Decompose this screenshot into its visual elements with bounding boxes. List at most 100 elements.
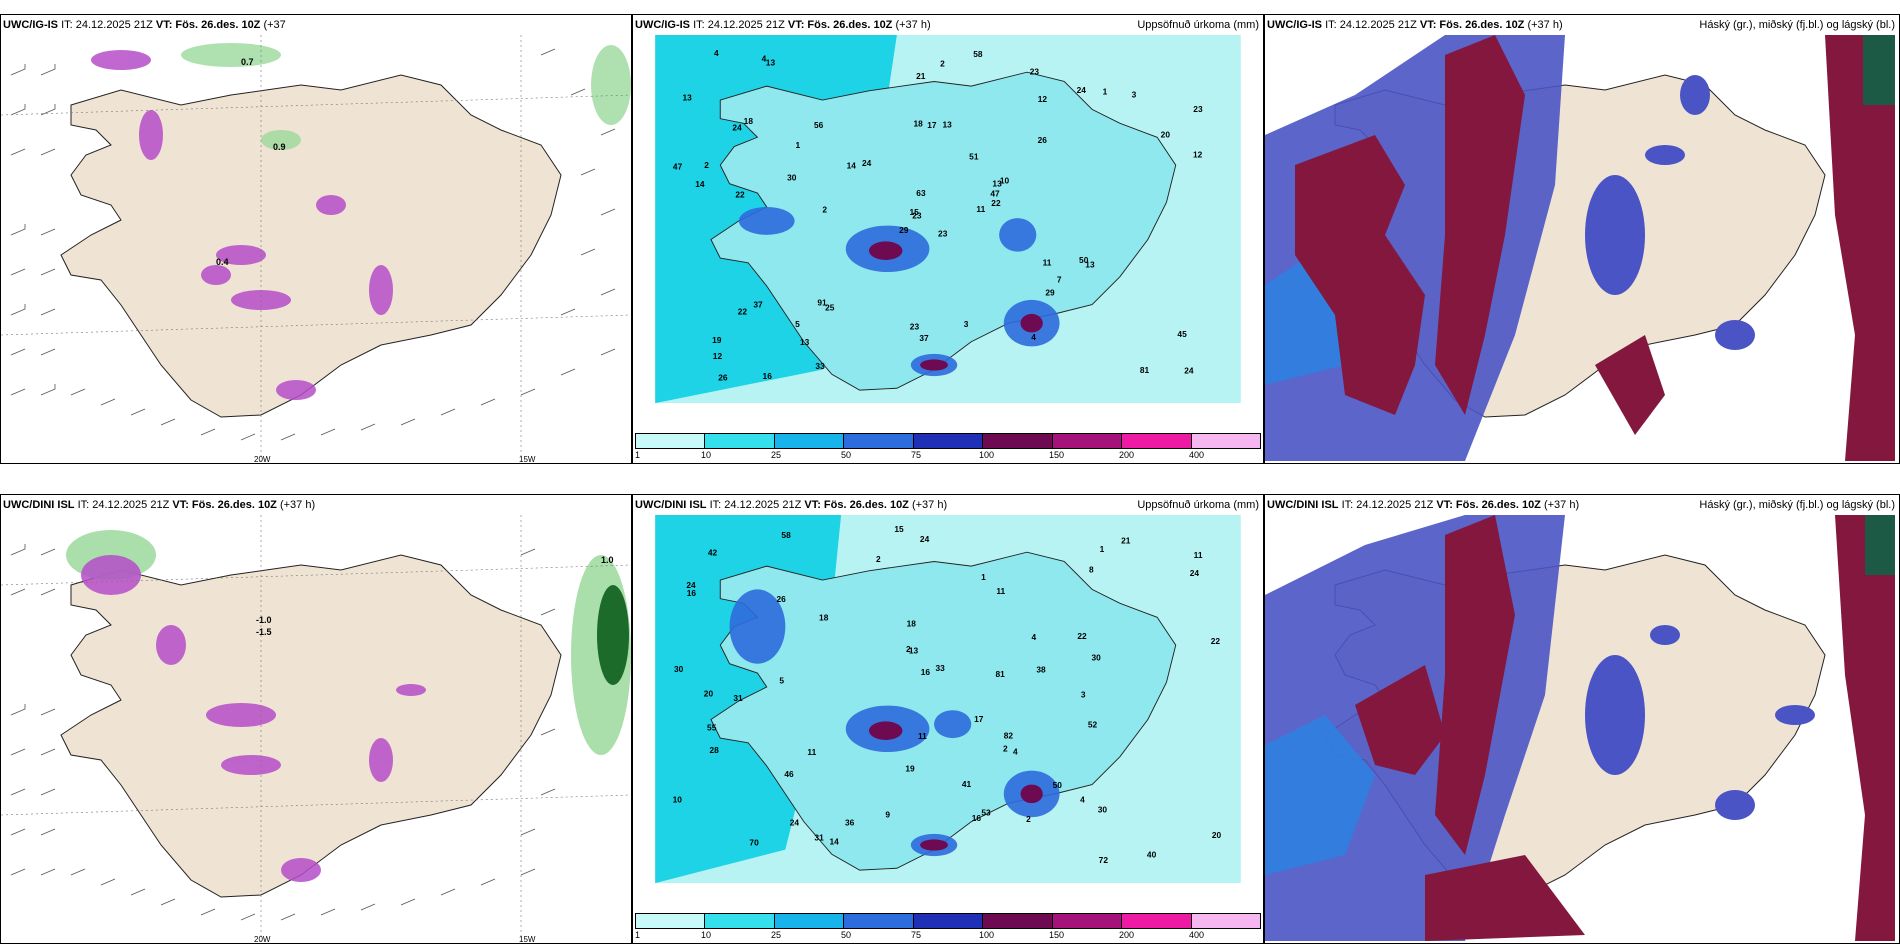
panel-header: UWC/DINI ISL IT: 24.12.2025 21Z VT: Fös.… xyxy=(1,495,631,515)
dark-green-corner xyxy=(1863,35,1895,105)
lead-time: (+37 h) xyxy=(279,499,316,511)
precip-legend: 1 10 25 50 75 100 150 200 400 xyxy=(635,913,1261,941)
precip-value: 81 xyxy=(1140,365,1150,375)
map-panel-wind-row2: UWC/DINI ISL IT: 24.12.2025 21Z VT: Fös.… xyxy=(0,494,632,944)
precip-value: 42 xyxy=(708,547,718,557)
precip-value: 28 xyxy=(709,745,719,755)
high-cloud xyxy=(1435,35,1525,415)
dark-green-corner xyxy=(1865,515,1895,575)
precip-value: 17 xyxy=(974,714,984,724)
precip-value: 40 xyxy=(1147,850,1157,860)
precip-value: 23 xyxy=(1193,104,1203,114)
precip-value: 12 xyxy=(1038,94,1048,104)
precip-value: 4 xyxy=(1080,795,1085,805)
precip-value: 22 xyxy=(738,306,748,316)
precip-value: 11 xyxy=(976,204,985,214)
legend-label: 75 xyxy=(911,930,922,940)
precip-value: 13 xyxy=(800,337,810,347)
precip-value: 31 xyxy=(733,693,743,703)
precip-value: 24 xyxy=(1190,568,1200,578)
precip-value: 2 xyxy=(822,204,827,214)
precip-value: 15 xyxy=(910,207,920,217)
precip-value: 2 xyxy=(1003,744,1008,754)
precip-value: 24 xyxy=(862,158,872,168)
lead-time: (+37 h) xyxy=(1543,499,1580,511)
map-panel-precip-row1: UWC/IG-IS IT: 24.12.2025 21Z VT: Fös. 26… xyxy=(632,14,1264,464)
precip-value: 37 xyxy=(753,300,763,310)
precip-value: 24 xyxy=(790,817,800,827)
legend-swatch xyxy=(844,434,914,448)
valid-time-label: VT: xyxy=(787,19,805,31)
precip-value: 10 xyxy=(673,795,683,805)
map-panel-clouds-row2: UWC/DINI ISL IT: 24.12.2025 21Z VT: Fös.… xyxy=(1264,494,1900,944)
cloud-cover-map xyxy=(1265,35,1895,461)
panel-header: UWC/IG-IS IT: 24.12.2025 21Z VT: Fös. 26… xyxy=(633,15,1263,35)
valid-time-label: VT: xyxy=(172,499,189,511)
precip-value: 19 xyxy=(905,764,915,774)
map-panel-clouds-row1: UWC/IG-IS IT: 24.12.2025 21Z VT: Fös. 26… xyxy=(1264,14,1900,464)
init-time: IT: 24.12.2025 21Z xyxy=(77,499,170,511)
precip-value: 23 xyxy=(912,210,922,220)
value-label: 1.0 xyxy=(601,555,614,565)
lon-label-15w: 15W xyxy=(519,935,536,944)
panel-header: UWC/DINI ISL IT: 24.12.2025 21Z VT: Fös.… xyxy=(633,495,1263,515)
legend-swatch xyxy=(983,434,1053,448)
lead-time: (+37 xyxy=(263,19,286,31)
legend-swatch xyxy=(1122,914,1192,928)
precip-value: 30 xyxy=(674,664,684,674)
precip-value: 16 xyxy=(687,588,697,598)
precip-value: 20 xyxy=(1161,129,1171,139)
precip-value: 51 xyxy=(969,151,979,161)
precip-value: 7 xyxy=(1057,274,1062,284)
precip-value: 1 xyxy=(981,572,986,582)
precip-value: 13 xyxy=(943,120,953,130)
precip-value: 36 xyxy=(845,818,855,828)
precip-value: 33 xyxy=(815,361,825,371)
low-cloud xyxy=(1265,715,1375,875)
precip-value: 1 xyxy=(1103,87,1108,97)
legend-label: 100 xyxy=(979,450,995,460)
legend-label: 100 xyxy=(979,930,995,940)
legend-label: 75 xyxy=(911,450,922,460)
model-name: UWC/IG-IS xyxy=(635,19,690,31)
lead-time: (+37 h) xyxy=(1527,19,1563,31)
legend-label: 200 xyxy=(1119,930,1135,940)
legend-swatch xyxy=(1191,914,1260,928)
init-time: IT: 24.12.2025 21Z xyxy=(1325,19,1417,31)
precip-value: 50 xyxy=(1053,780,1063,790)
panel-title: Uppsöfnuð úrkoma (mm) xyxy=(1137,499,1259,511)
legend-swatch xyxy=(844,914,914,928)
precip-value: 91 xyxy=(817,298,827,308)
graticule xyxy=(1,35,631,461)
panel-header: UWC/IG-IS IT: 24.12.2025 21Z VT: Fös. 26… xyxy=(1265,15,1899,35)
precip-numbers: 2324231913252313121113242223292616185137… xyxy=(673,48,1203,382)
precip-value: 37 xyxy=(919,333,929,343)
lon-label-20w: 20W xyxy=(254,935,271,944)
precip-value: 82 xyxy=(1004,731,1014,741)
precip-value: 47 xyxy=(673,161,683,171)
precip-value: 13 xyxy=(992,178,1002,188)
precip-value: 11 xyxy=(1043,257,1052,267)
legend-swatch xyxy=(636,914,706,928)
extreme-precip xyxy=(868,721,1043,851)
precip-value: 18 xyxy=(819,613,829,623)
legend-label: 50 xyxy=(841,930,852,940)
precip-value: 16 xyxy=(763,371,773,381)
precip-value: 4 xyxy=(1032,632,1037,642)
graticule xyxy=(1,515,631,941)
legend-label: 1 xyxy=(635,930,641,940)
precip-value: 2 xyxy=(704,160,709,170)
precip-value: 3 xyxy=(1081,689,1086,699)
precip-value: 72 xyxy=(1099,855,1109,865)
precip-value: 16 xyxy=(972,813,982,823)
precip-value: 11 xyxy=(996,586,1005,596)
high-cloud xyxy=(1425,855,1585,941)
precip-value: 9 xyxy=(885,810,890,820)
valid-time: Fös. 26.des. 10Z xyxy=(175,19,261,31)
panel-title: Háský (gr.), miðský (fj.bl.) og lágský (… xyxy=(1699,499,1895,511)
precip-value: 20 xyxy=(1212,830,1222,840)
value-label: 0.7 xyxy=(241,57,254,67)
value-label: 0.4 xyxy=(216,257,229,267)
legend-swatch xyxy=(705,914,775,928)
valid-time: Fös. 26.des. 10Z xyxy=(823,499,909,511)
